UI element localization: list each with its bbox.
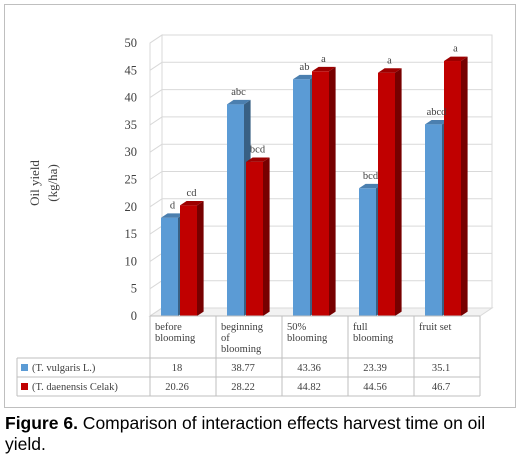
y-tick-label: 10 <box>125 254 138 268</box>
bar-top <box>161 213 185 218</box>
bar-front <box>246 161 263 316</box>
significance-letter: bcd <box>363 171 379 182</box>
data-label: 46.7 <box>432 382 450 393</box>
data-label: 18 <box>172 363 183 374</box>
y-tick-label: 0 <box>131 309 137 323</box>
bar-front <box>227 104 244 317</box>
category-label: before blooming <box>155 322 196 344</box>
data-label: 23.39 <box>363 363 387 374</box>
bar-front <box>425 124 442 316</box>
bar <box>246 157 270 316</box>
caption-text: Comparison of interaction effects harves… <box>5 413 486 454</box>
bar-top <box>378 68 402 73</box>
bar-top <box>312 66 336 72</box>
legend-swatch <box>21 383 28 390</box>
data-label: 20.26 <box>165 382 189 393</box>
gridline-diagonal <box>149 34 163 44</box>
significance-letter: abc <box>231 87 246 98</box>
bar-top <box>359 183 383 189</box>
y-tick-label: 40 <box>125 91 138 105</box>
significance-letter: abcd <box>427 107 448 118</box>
y-tick-label: 35 <box>125 118 138 132</box>
legend-swatch <box>21 364 28 371</box>
significance-letter: ab <box>300 62 310 73</box>
category-label: 50% blooming <box>287 322 328 344</box>
gridline-diagonal <box>149 143 163 153</box>
y-tick-label: 30 <box>125 145 138 159</box>
gridline-diagonal <box>149 307 163 317</box>
bar-side <box>461 56 468 316</box>
data-label: 35.1 <box>432 363 450 374</box>
bar-front <box>444 61 461 316</box>
y-tick-label: 15 <box>125 227 138 241</box>
caption-label: Figure 6. <box>5 413 78 433</box>
bar-front <box>378 72 395 317</box>
significance-letter: a <box>321 54 326 65</box>
significance-letter: bcd <box>250 145 266 156</box>
y-tick-label: 45 <box>125 63 138 77</box>
category-label: full blooming <box>353 322 394 344</box>
bar-side <box>197 200 204 316</box>
significance-letter: d <box>170 200 176 211</box>
significance-letter: a <box>387 55 392 66</box>
bar-front <box>312 71 329 316</box>
y-tick-label: 5 <box>131 282 137 296</box>
gridline-diagonal <box>149 252 163 262</box>
bar-top <box>180 200 204 206</box>
y-tick-label: 25 <box>125 173 138 187</box>
bar-top <box>246 157 270 162</box>
gridline-diagonal <box>149 61 163 71</box>
bar-top <box>293 74 317 80</box>
data-label: 44.82 <box>297 382 321 393</box>
gridline-diagonal <box>149 198 163 208</box>
bar <box>444 56 468 316</box>
gridline-diagonal <box>149 89 163 99</box>
significance-letter: a <box>453 44 458 55</box>
bar-front <box>180 205 197 316</box>
legend-label: (T. daenensis Celak) <box>32 382 118 393</box>
y-tick-label: 50 <box>125 36 138 50</box>
bar-side <box>395 68 402 316</box>
legend-label: (T. vulgaris L.) <box>32 363 96 374</box>
significance-letter: cd <box>187 188 198 199</box>
bar-side <box>263 157 270 316</box>
data-label: 43.36 <box>297 363 321 374</box>
category-label: fruit set <box>419 322 451 333</box>
bar <box>180 200 204 316</box>
data-label: 44.56 <box>363 382 387 393</box>
bar-front <box>359 188 376 316</box>
category-label: beginning of blooming <box>221 322 264 355</box>
chart-frame: 0 5 10 15 20 25 30 35 40 45 50 d cd abc bcd ab a bcd a abc… <box>4 4 516 408</box>
y-tick-label: 20 <box>125 200 138 214</box>
figure-caption: Figure 6. Comparison of interaction effe… <box>5 413 517 455</box>
data-label: 28.22 <box>231 382 255 393</box>
gridline-diagonal <box>149 116 163 126</box>
gridline-diagonal <box>149 171 163 180</box>
bar <box>312 66 336 316</box>
bar-front <box>161 217 178 316</box>
bar-top <box>227 99 251 105</box>
gridline-diagonal <box>149 225 163 235</box>
bar-front <box>293 79 310 317</box>
data-label: 38.77 <box>231 363 255 374</box>
y-axis-label: Oil yield <box>27 160 42 206</box>
y-axis-unit: (kg/ha) <box>45 164 60 202</box>
bar-side <box>329 66 336 316</box>
gridline-diagonal <box>149 280 163 290</box>
bar <box>378 68 402 317</box>
bar-top <box>425 119 449 125</box>
bar-top <box>444 56 468 62</box>
